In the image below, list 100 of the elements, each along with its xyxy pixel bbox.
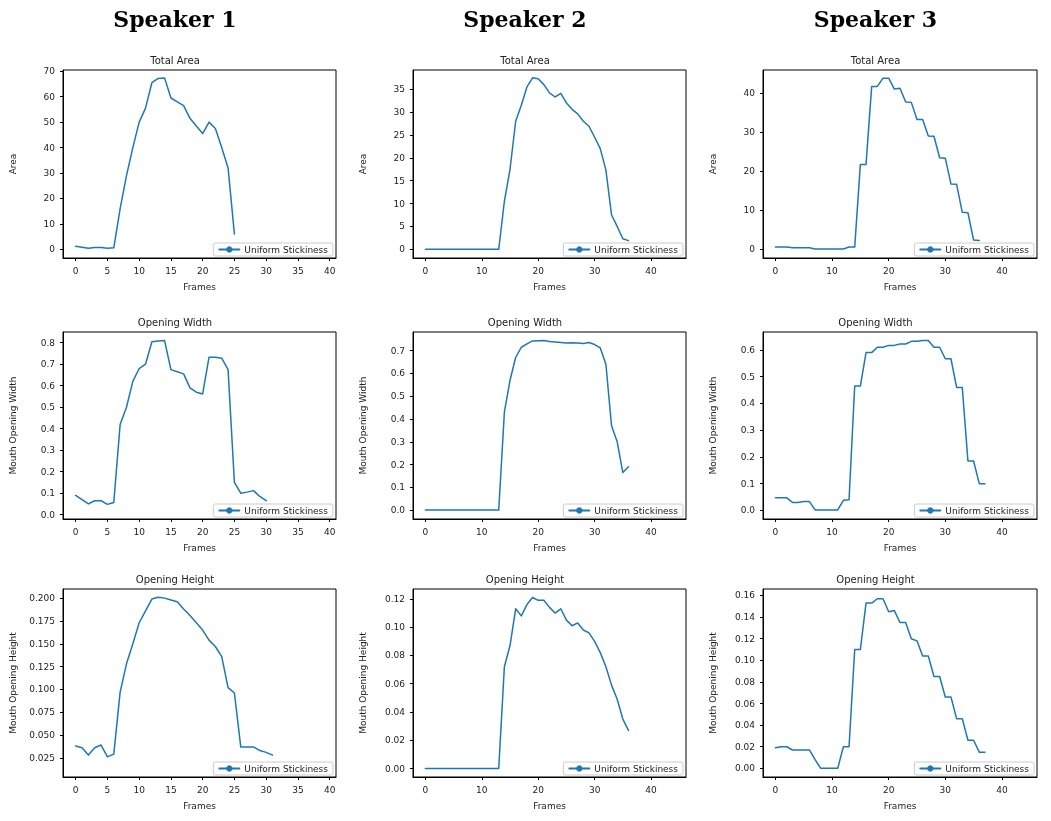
chart-title: Opening Height bbox=[135, 573, 215, 585]
x-tick-label: 20 bbox=[532, 265, 545, 276]
x-tick-label: 20 bbox=[196, 526, 209, 537]
y-tick-label: 0.0 bbox=[740, 505, 756, 516]
legend-label: Uniform Stickiness bbox=[945, 244, 1030, 255]
y-tick-label: 30 bbox=[743, 127, 756, 138]
y-axis-title: Mouth Opening Height bbox=[707, 631, 718, 734]
line-series bbox=[424, 77, 630, 251]
x-tick-label: 35 bbox=[292, 265, 304, 276]
y-tick-label: 20 bbox=[43, 193, 56, 204]
x-tick-label: 20 bbox=[882, 784, 895, 795]
x-tick-label: 40 bbox=[323, 265, 336, 276]
line-series bbox=[424, 596, 630, 770]
y-axis-title: Mouth Opening Height bbox=[7, 631, 18, 734]
y-tick-label: 20 bbox=[393, 152, 406, 163]
y-tick-label: 0.0 bbox=[40, 509, 56, 520]
x-tick-label: 40 bbox=[996, 784, 1008, 795]
x-tick-label: 30 bbox=[588, 265, 601, 276]
x-tick-label: 35 bbox=[292, 526, 304, 537]
line-series bbox=[774, 597, 986, 770]
y-tick-label: 0.4 bbox=[40, 423, 56, 434]
y-tick-label: 0.0 bbox=[390, 505, 406, 516]
x-tick-label: 10 bbox=[826, 526, 839, 537]
x-tick-label: 0 bbox=[772, 265, 779, 276]
x-tick-label: 15 bbox=[165, 526, 177, 537]
x-tick-label: 30 bbox=[939, 265, 952, 276]
y-tick-label: 0.6 bbox=[40, 380, 56, 391]
y-tick-label: 0 bbox=[749, 244, 756, 255]
x-axis-title: Frames bbox=[533, 542, 567, 553]
x-tick-label: 30 bbox=[939, 526, 952, 537]
y-tick-label: 30 bbox=[393, 107, 406, 118]
legend-label: Uniform Stickiness bbox=[244, 505, 329, 516]
y-tick-label: 0.7 bbox=[390, 345, 405, 356]
x-tick-label: 0 bbox=[72, 265, 79, 276]
y-tick-label: 0.6 bbox=[740, 344, 756, 355]
x-tick-label: 10 bbox=[133, 526, 146, 537]
y-axis-title: Area bbox=[357, 153, 368, 175]
y-tick-label: 0.025 bbox=[29, 752, 55, 763]
y-tick-label: 0.2 bbox=[740, 451, 755, 462]
y-tick-label: 10 bbox=[393, 198, 406, 209]
x-tick-label: 10 bbox=[133, 265, 146, 276]
y-tick-label: 0.06 bbox=[384, 678, 406, 689]
x-tick-label: 40 bbox=[323, 784, 336, 795]
y-tick-label: 0.06 bbox=[734, 698, 756, 709]
x-tick-label: 35 bbox=[292, 784, 304, 795]
text: Speaker 1 bbox=[113, 6, 237, 32]
y-tick-label: 0.4 bbox=[740, 398, 756, 409]
y-tick-label: 0.100 bbox=[29, 684, 56, 695]
x-tick-label: 15 bbox=[165, 784, 177, 795]
y-tick-label: 0.10 bbox=[384, 622, 406, 633]
y-tick-label: 0.10 bbox=[734, 655, 756, 666]
y-tick-label: 0.050 bbox=[29, 730, 56, 741]
y-tick-label: 0.3 bbox=[40, 445, 55, 456]
y-tick-label: 20 bbox=[743, 166, 756, 177]
x-tick-label: 5 bbox=[104, 265, 111, 276]
x-tick-label: 15 bbox=[165, 265, 177, 276]
y-tick-label: 0.1 bbox=[740, 478, 755, 489]
y-tick-label: 0.200 bbox=[29, 593, 56, 604]
y-tick-label: 0.8 bbox=[40, 337, 56, 348]
x-tick-label: 0 bbox=[772, 784, 779, 795]
y-tick-label: 0.08 bbox=[734, 676, 756, 687]
y-axis-title: Area bbox=[7, 153, 18, 175]
y-tick-label: 0 bbox=[49, 244, 56, 255]
y-tick-label: 35 bbox=[393, 84, 405, 95]
y-tick-label: 0 bbox=[399, 244, 406, 255]
x-tick-label: 25 bbox=[228, 784, 241, 795]
x-tick-label: 25 bbox=[228, 526, 241, 537]
legend-label: Uniform Stickiness bbox=[594, 244, 679, 255]
y-tick-label: 0.12 bbox=[384, 593, 405, 604]
legend-label: Uniform Stickiness bbox=[594, 763, 679, 774]
x-tick-label: 0 bbox=[422, 784, 429, 795]
y-tick-label: 40 bbox=[743, 88, 756, 99]
x-tick-label: 40 bbox=[645, 526, 658, 537]
x-axis-title: Frames bbox=[883, 542, 917, 553]
y-tick-label: 0.14 bbox=[734, 612, 756, 623]
x-tick-label: 20 bbox=[532, 784, 545, 795]
y-tick-label: 30 bbox=[43, 168, 56, 179]
y-tick-label: 70 bbox=[43, 66, 56, 77]
chart-title: Opening Width bbox=[838, 316, 913, 328]
text: Speaker 3 bbox=[813, 6, 938, 32]
x-tick-label: 10 bbox=[826, 265, 839, 276]
chart-title: Opening Height bbox=[836, 573, 915, 585]
y-axis-title: Mouth Opening Width bbox=[7, 376, 18, 475]
x-tick-label: 40 bbox=[996, 526, 1008, 537]
y-tick-label: 0.3 bbox=[390, 436, 405, 447]
legend-label: Uniform Stickiness bbox=[594, 505, 679, 516]
x-tick-label: 10 bbox=[826, 784, 839, 795]
y-tick-label: 40 bbox=[43, 142, 56, 153]
y-tick-label: 0.075 bbox=[29, 707, 55, 718]
y-tick-label: 5 bbox=[399, 221, 405, 232]
x-tick-label: 0 bbox=[772, 526, 779, 537]
x-axis-title: Frames bbox=[883, 281, 917, 292]
x-axis-title: Frames bbox=[183, 281, 217, 292]
x-tick-label: 10 bbox=[476, 265, 488, 276]
x-tick-label: 40 bbox=[323, 526, 336, 537]
x-tick-label: 0 bbox=[72, 526, 79, 537]
y-tick-label: 0.5 bbox=[40, 402, 55, 413]
chart-title: Total Area bbox=[849, 54, 901, 66]
y-tick-label: 0.7 bbox=[40, 359, 55, 370]
y-tick-label: 0.2 bbox=[390, 459, 405, 470]
